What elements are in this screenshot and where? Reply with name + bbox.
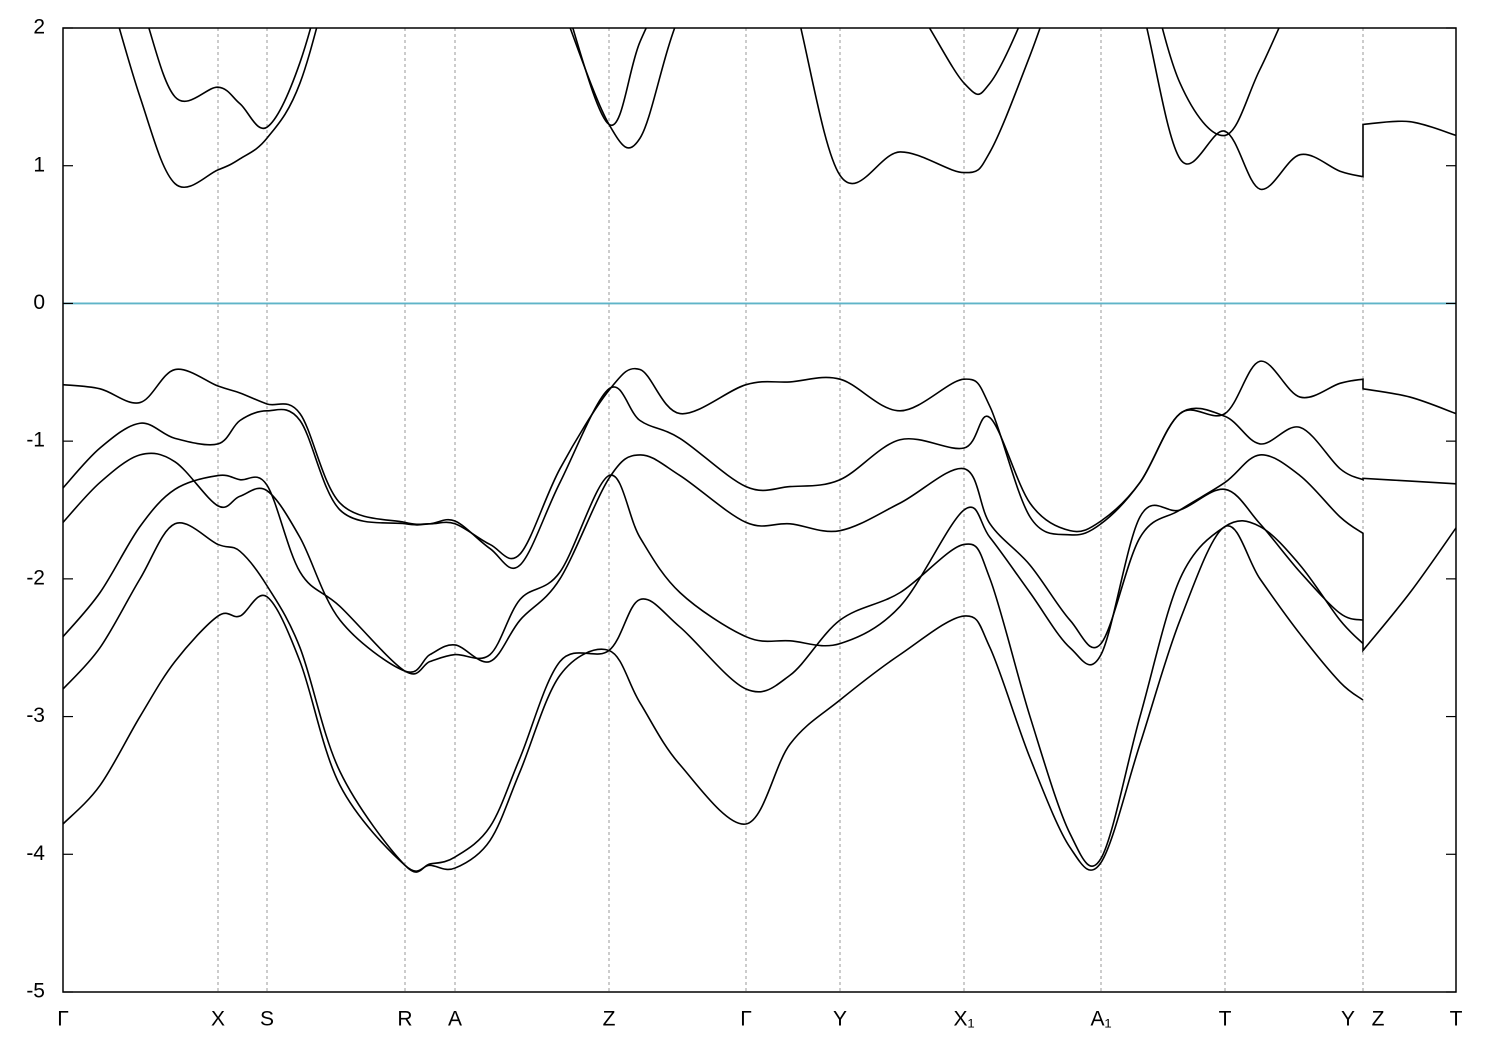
band-line xyxy=(63,452,1456,674)
band-line xyxy=(63,386,1456,569)
x-tick-label: X₁ xyxy=(953,1008,974,1031)
x-tick-label: T xyxy=(1219,1008,1232,1031)
y-tick-label: 2 xyxy=(33,16,45,39)
x-tick-label: Z xyxy=(603,1008,616,1031)
y-tick-label: 0 xyxy=(33,291,45,314)
bands xyxy=(63,28,1456,873)
grid xyxy=(62,28,1457,992)
band-line xyxy=(63,520,1364,873)
band-line xyxy=(63,525,1364,872)
x-tick-label: X xyxy=(211,1008,225,1031)
x-tick-label: S xyxy=(260,1008,274,1031)
y-tick-label: -1 xyxy=(26,429,45,452)
y-tick-label: -2 xyxy=(26,566,45,589)
x-tick-label: A₁ xyxy=(1090,1008,1111,1031)
band-line xyxy=(148,28,1280,137)
x-tick-label: Γ xyxy=(740,1008,752,1031)
y-tick-label: 1 xyxy=(33,153,45,176)
band-line xyxy=(118,28,1456,190)
x-tick-label: A xyxy=(448,1008,462,1031)
y-tick-label: -4 xyxy=(26,842,45,865)
x-tick-label: Y xyxy=(833,1008,847,1031)
y-tick-label: -5 xyxy=(26,980,45,1003)
x-tick-label: T xyxy=(1450,1008,1463,1031)
x-tick-label: Z xyxy=(1372,1008,1385,1031)
band-line xyxy=(63,474,1364,675)
plot-frame xyxy=(62,27,1457,993)
x-tick-label: Γ xyxy=(57,1008,69,1031)
x-tick-label: R xyxy=(397,1008,412,1031)
band-line xyxy=(63,360,1456,560)
y-tick-label: -3 xyxy=(26,704,45,727)
x-tick-label: Y xyxy=(1341,1008,1355,1031)
